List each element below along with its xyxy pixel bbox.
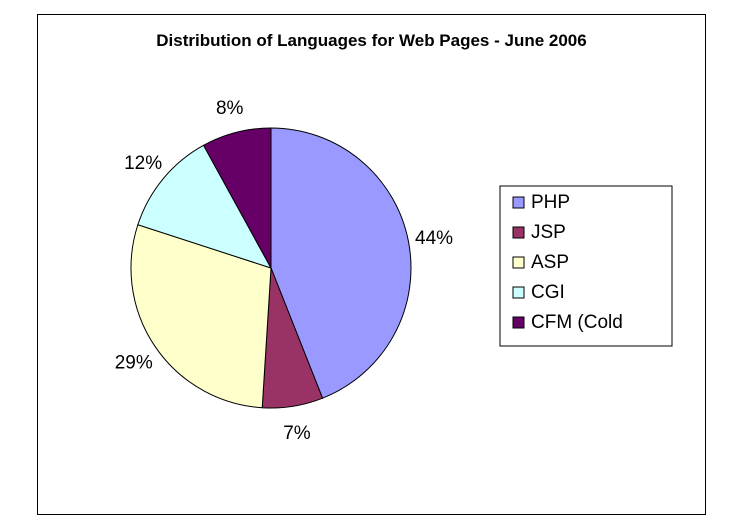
pie-slice-cgi	[137, 144, 273, 269]
chart-title: Distribution of Languages for Web Pages …	[156, 31, 587, 50]
legend-label: PHP	[531, 192, 570, 213]
legend-swatch	[512, 316, 525, 329]
slice-label: 7%	[283, 423, 311, 444]
legend-swatch	[512, 286, 525, 299]
pie-slice-cfm-cold	[202, 127, 272, 269]
pie-slice-asp	[130, 224, 272, 409]
legend-swatch	[512, 226, 525, 239]
legend-swatch	[512, 256, 525, 269]
slice-label: 44%	[415, 228, 453, 249]
legend-label: ASP	[531, 252, 569, 273]
slice-label: 12%	[124, 153, 162, 174]
slice-label: 8%	[216, 98, 244, 119]
legend-label: CGI	[531, 282, 565, 303]
legend: PHP JSP ASP CGI CFM (Cold	[499, 185, 673, 347]
legend-label: JSP	[531, 222, 566, 243]
legend-box	[499, 185, 673, 347]
slice-label: 29%	[115, 352, 153, 373]
slice-labels: 44% 7% 29% 12% 8%	[115, 98, 453, 444]
pie-slices	[130, 127, 412, 409]
legend-label: CFM (Cold	[531, 312, 623, 333]
pie-slice-php	[270, 127, 412, 399]
legend-swatch	[512, 196, 525, 209]
